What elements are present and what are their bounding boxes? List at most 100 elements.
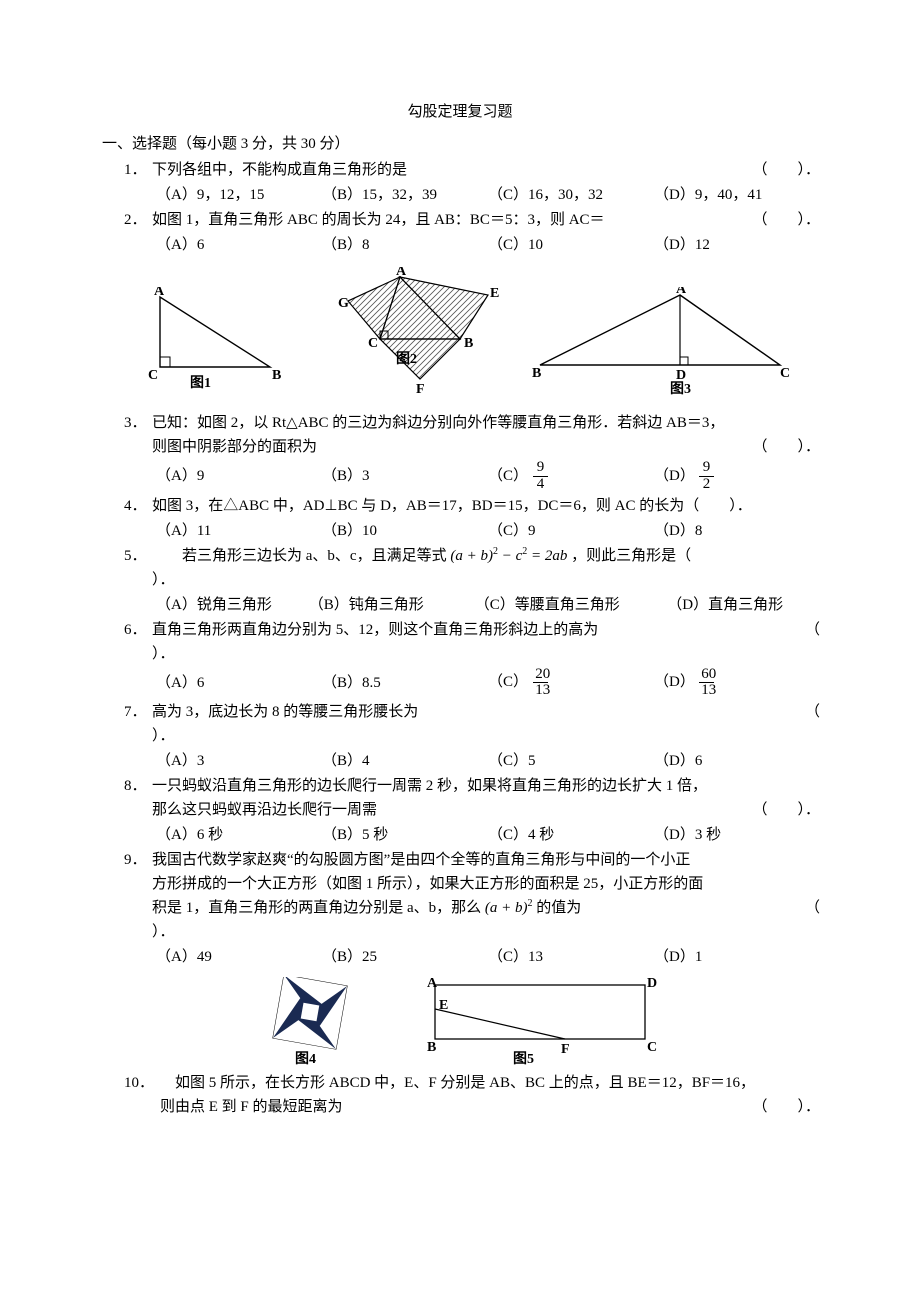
answer-paren: （ ）． xyxy=(752,798,820,822)
label-B: B xyxy=(532,366,541,381)
opt-d-label: （D） xyxy=(654,670,696,694)
opt-b: （B）5 秒 xyxy=(322,823,488,847)
q9-formula: (a + b)2 xyxy=(485,900,533,916)
opt-a: （A）6 xyxy=(156,233,322,257)
q8-text2: 那么这只蚂蚁再沿边长爬行一周需 xyxy=(152,802,377,818)
q5-pre: 若三角形三边长为 a、b、c，且满足等式 xyxy=(182,548,447,564)
frac-d: 13 xyxy=(533,683,547,699)
fig2-label: 图2 xyxy=(396,351,417,367)
answer-paren: （ ）． xyxy=(752,435,820,459)
question-1: 1． 下列各组中，不能构成直角三角形的是 （ ）． xyxy=(124,158,820,182)
opt-c: （C） 2013 xyxy=(488,667,654,700)
label-B: B xyxy=(464,336,473,351)
opt-c: （C） 94 xyxy=(488,460,654,493)
opt-b: （B）8 xyxy=(322,233,488,257)
opt-b: （B）25 xyxy=(322,945,488,969)
question-6: 6． 直角三角形两直角边分别为 5、12，则这个直角三角形斜边上的高为 （ ）． xyxy=(124,618,820,666)
label-F: F xyxy=(416,382,425,397)
answer-paren: （ ）． xyxy=(752,1095,820,1119)
opt-b: （B）10 xyxy=(322,519,488,543)
opt-d-label: （D） xyxy=(654,464,696,488)
q10-l1: 如图 5 所示，在长方形 ABCD 中，E、F 分别是 AB、BC 上的点，且 … xyxy=(175,1075,755,1091)
q7-text: 高为 3，底边长为 8 的等腰三角形腰长为 xyxy=(152,704,418,720)
q6-text2: ）． xyxy=(152,646,175,662)
label-B: B xyxy=(427,1040,436,1055)
frac-n: 20 xyxy=(533,667,547,684)
q2-options: （A）6 （B）8 （C）10 （D）12 xyxy=(156,233,820,257)
q3-text1: 已知：如图 2，以 Rt△ABC 的三边为斜边分别向外作等腰直角三角形．若斜边 … xyxy=(152,415,724,431)
frac-n: 9 xyxy=(699,460,713,477)
opt-c-label: （C） xyxy=(488,464,530,488)
figure-row-1: A C B 图1 A E G C B F 图2 A B D C 图3 xyxy=(130,267,790,397)
opt-c: （C）16，30，32 xyxy=(488,183,654,207)
q9-l2: 方形拼成的一个大正方形（如图 1 所示），如果大正方形的面积是 25，小正方形的… xyxy=(152,876,703,892)
label-B: B xyxy=(272,368,281,383)
open-paren: （ xyxy=(805,700,820,724)
q9-l3b: 的值为 xyxy=(536,900,581,916)
q3-options: （A）9 （B）3 （C） 94 （D） 92 xyxy=(156,460,820,493)
qnum: 5． xyxy=(124,544,152,568)
opt-b: （B）钝角三角形 xyxy=(309,593,475,617)
opt-d: （D）8 xyxy=(654,519,820,543)
q7-text2: ）． xyxy=(152,728,175,744)
opt-c-label: （C） xyxy=(488,670,530,694)
label-A: A xyxy=(676,287,687,297)
opt-d: （D）6 xyxy=(654,749,820,773)
q9-options: （A）49 （B）25 （C）13 （D）1 xyxy=(156,945,820,969)
label-C: C xyxy=(647,1040,657,1055)
q4-options: （A）11 （B）10 （C）9 （D）8 xyxy=(156,519,820,543)
section-heading: 一、选择题（每小题 3 分，共 30 分） xyxy=(102,132,820,156)
opt-d: （D） 6013 xyxy=(654,667,820,700)
label-D: D xyxy=(647,977,657,991)
qnum: 9． xyxy=(124,848,152,872)
label-F: F xyxy=(561,1042,570,1057)
opt-b: （B）3 xyxy=(322,464,488,488)
label-A: A xyxy=(427,977,438,991)
label-E: E xyxy=(439,998,448,1013)
q1-options: （A）9，12，15 （B）15，32，39 （C）16，30，32 （D）9，… xyxy=(156,183,820,207)
figure-3: A B D C 图3 xyxy=(530,287,790,397)
question-2: 2． 如图 1，直角三角形 ABC 的周长为 24，且 AB：BC＝5：3，则 … xyxy=(124,208,820,232)
frac-n: 60 xyxy=(699,667,713,684)
answer-paren: （ ）． xyxy=(752,158,820,182)
question-5: 5． 若三角形三边长为 a、b、c，且满足等式 (a + b)2 − c2 = … xyxy=(124,544,820,592)
q8-text: 一只蚂蚁沿直角三角形的边长爬行一周需 2 秒，如果将直角三角形的边长扩大 1 倍… xyxy=(152,778,707,794)
qtext: 如图 5 所示，在长方形 ABCD 中，E、F 分别是 AB、BC 上的点，且 … xyxy=(160,1071,820,1119)
label-A: A xyxy=(154,287,165,299)
opt-d: （D）9，40，41 xyxy=(654,183,820,207)
opt-d: （D） 92 xyxy=(654,460,820,493)
figure-1: A C B 图1 xyxy=(130,287,300,397)
q3-text2: 则图中阴影部分的面积为 xyxy=(152,439,317,455)
q9-l1: 我国古代数学家赵爽“的勾股圆方图”是由四个全等的直角三角形与中间的一个小正 xyxy=(152,852,690,868)
frac-d: 4 xyxy=(533,477,547,493)
frac-d: 2 xyxy=(699,477,713,493)
opt-a: （A）49 xyxy=(156,945,322,969)
q7-options: （A）3 （B）4 （C）5 （D）6 xyxy=(156,749,820,773)
qtext: 如图 3，在△ABC 中，AD⊥BC 与 D，AB＝17，BD＝15，DC＝6，… xyxy=(152,494,820,518)
opt-b: （B）8.5 xyxy=(322,671,488,695)
q9-l3a: 积是 1，直角三角形的两直角边分别是 a、b，那么 xyxy=(152,900,481,916)
question-9: 9． 我国古代数学家赵爽“的勾股圆方图”是由四个全等的直角三角形与中间的一个小正… xyxy=(124,848,820,944)
opt-c: （C）4 秒 xyxy=(488,823,654,847)
qtext: 下列各组中，不能构成直角三角形的是 （ ）． xyxy=(152,158,820,182)
label-C: C xyxy=(148,368,158,383)
opt-d: （D）3 秒 xyxy=(654,823,820,847)
open-paren: （ xyxy=(805,618,820,642)
opt-a: （A）11 xyxy=(156,519,322,543)
label-C: C xyxy=(780,366,790,381)
opt-a: （A）6 秒 xyxy=(156,823,322,847)
opt-a: （A）6 xyxy=(156,671,322,695)
question-8: 8． 一只蚂蚁沿直角三角形的边长爬行一周需 2 秒，如果将直角三角形的边长扩大 … xyxy=(124,774,820,822)
question-10: 10． 如图 5 所示，在长方形 ABCD 中，E、F 分别是 AB、BC 上的… xyxy=(124,1071,820,1119)
opt-d: （D）直角三角形 xyxy=(667,593,820,617)
qtext: 如图 1，直角三角形 ABC 的周长为 24，且 AB：BC＝5：3，则 AC＝… xyxy=(152,208,820,232)
opt-a: （A）3 xyxy=(156,749,322,773)
fig1-label: 图1 xyxy=(190,375,211,391)
qnum: 1． xyxy=(124,158,152,182)
page-title: 勾股定理复习题 xyxy=(100,100,820,124)
figure-5: A D B C E F 图5 xyxy=(425,977,665,1067)
frac-d: 13 xyxy=(699,683,713,699)
open-paren: （ xyxy=(805,896,820,920)
q10-l2: 则由点 E 到 F 的最短距离为 xyxy=(160,1099,343,1115)
figure-2: A E G C B F 图2 xyxy=(320,267,510,397)
